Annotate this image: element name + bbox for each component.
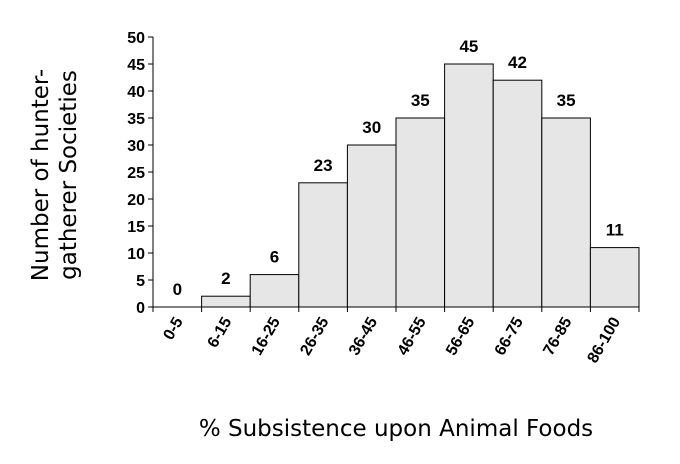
data-label-6-15: 2 <box>221 269 230 288</box>
y-axis-title-line-2: gatherer Societies <box>56 70 82 280</box>
bar-56-65 <box>444 63 494 308</box>
y-tick-label: 50 <box>127 30 145 47</box>
bar-76-85 <box>541 117 591 308</box>
y-tick-label: 25 <box>127 165 145 182</box>
x-tick-label: 6-15 <box>205 314 236 350</box>
x-tick-label: 0-5 <box>160 314 186 343</box>
plot-area: 0 2 6 23 30 35 45 42 35 11 0 5 10 15 20 25 30 35 40 45 50 0-5… <box>127 30 640 366</box>
x-tick-label: 36-45 <box>346 314 381 358</box>
x-tick-label: 16-25 <box>249 314 284 358</box>
x-tick-label: 46-55 <box>395 314 430 358</box>
data-label-0-5: 0 <box>173 280 182 299</box>
data-label-36-45: 30 <box>362 118 381 137</box>
bar-46-55 <box>395 117 446 308</box>
y-tick-label: 5 <box>136 273 145 290</box>
bar-16-25 <box>249 274 300 308</box>
bar-26-35 <box>298 182 348 308</box>
data-label-26-35: 23 <box>314 156 333 175</box>
data-label-56-65: 45 <box>459 37 478 56</box>
x-tick-label: 76-85 <box>540 314 575 358</box>
y-tick-label: 40 <box>127 84 145 101</box>
data-label-16-25: 6 <box>270 248 279 267</box>
bar-6-15 <box>201 295 251 308</box>
y-tick-label: 0 <box>136 300 145 317</box>
y-tick-label: 30 <box>127 138 145 155</box>
data-label-76-85: 35 <box>557 91 576 110</box>
y-tick-label: 15 <box>127 219 145 236</box>
bar-66-75 <box>492 79 543 308</box>
x-axis-title: % Subsistence upon Animal Foods <box>199 416 593 442</box>
y-axis-title: Number of hunter- gatherer Societies <box>28 69 82 281</box>
x-tick-label: 56-65 <box>443 314 478 358</box>
y-tick-label: 35 <box>127 111 145 128</box>
y-axis-title-line-1: Number of hunter- <box>28 69 54 281</box>
data-label-46-55: 35 <box>411 91 430 110</box>
y-tick-label: 10 <box>127 246 145 263</box>
bar-36-45 <box>346 144 397 308</box>
y-tick-label: 45 <box>127 57 145 74</box>
bar-86-100 <box>589 247 640 308</box>
x-tick-label: 26-35 <box>297 314 332 358</box>
data-label-66-75: 42 <box>508 53 527 72</box>
x-tick-label: 66-75 <box>492 314 527 358</box>
y-tick-label: 20 <box>127 192 145 209</box>
x-tick-label: 86-100 <box>585 314 625 366</box>
data-label-86-100: 11 <box>606 221 624 240</box>
